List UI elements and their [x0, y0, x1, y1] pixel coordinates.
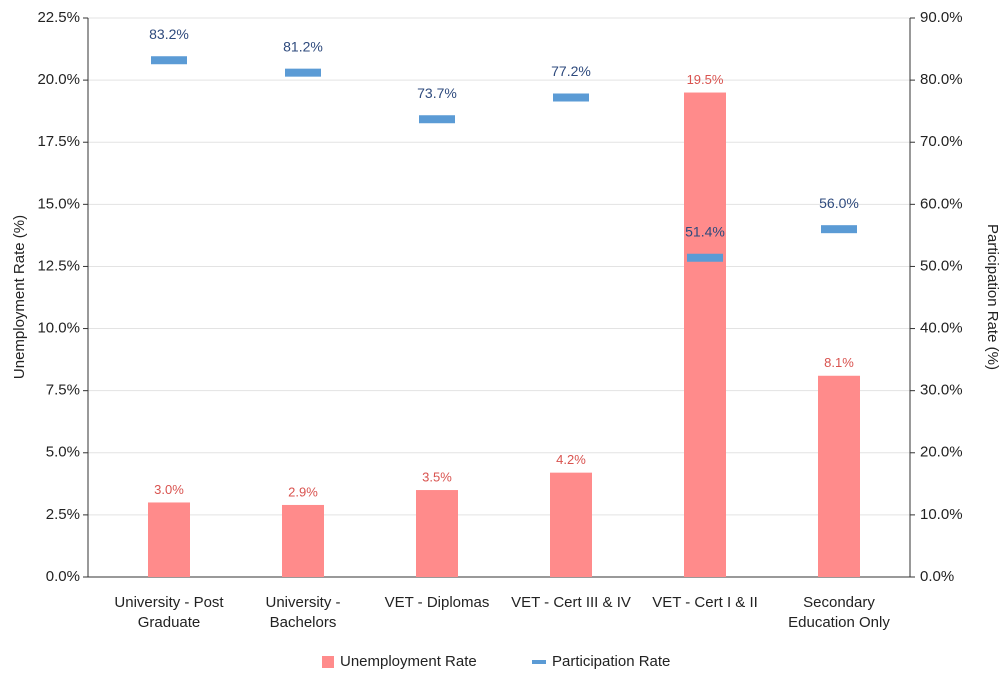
y2-tick-label: 70.0% [920, 133, 963, 150]
y2-tick-label: 50.0% [920, 257, 963, 274]
bar-value-label: 4.2% [556, 452, 586, 467]
y-tick-label: 22.5% [37, 9, 80, 26]
dash-marker [285, 68, 321, 77]
legend-swatch [322, 656, 334, 668]
x-tick-label: VET - Cert I & II [652, 594, 758, 611]
x-tick-label: Secondary Education Only [788, 594, 890, 631]
bar [818, 375, 860, 577]
bar-value-label: 3.0% [154, 482, 184, 497]
bar [148, 502, 190, 577]
y2-tick-label: 40.0% [920, 320, 963, 337]
x-tick-label: VET - Diplomas [384, 594, 490, 611]
y2-tick-label: 60.0% [920, 195, 963, 212]
y2-tick-label: 90.0% [920, 9, 963, 26]
y2-tick-label: 0.0% [920, 568, 954, 585]
y-tick-label: 15.0% [37, 195, 80, 212]
dash-value-label: 83.2% [149, 26, 189, 42]
bar [684, 92, 726, 578]
bar [416, 490, 458, 577]
y-tick-label: 7.5% [46, 382, 80, 399]
y-tick-label: 0.0% [46, 568, 80, 585]
y2-axis-title: Participation Rate (%) [984, 224, 1001, 370]
bar-value-label: 19.5% [687, 72, 724, 87]
bar-value-label: 8.1% [824, 355, 854, 370]
dash-value-label: 73.7% [417, 85, 457, 101]
y2-tick-label: 30.0% [920, 382, 963, 399]
y-tick-label: 12.5% [37, 257, 80, 274]
dash-marker [419, 115, 455, 124]
y2-tick-label: 10.0% [920, 506, 963, 523]
bar [550, 472, 592, 577]
x-tick-label: VET - Cert III & IV [511, 594, 631, 611]
y2-tick-label: 20.0% [920, 444, 963, 461]
y-tick-label: 17.5% [37, 133, 80, 150]
dash-marker [151, 56, 187, 65]
dash-value-label: 77.2% [551, 63, 591, 79]
y-tick-label: 10.0% [37, 320, 80, 337]
dash-marker [553, 93, 589, 102]
x-tick-label: University - Post Graduate [114, 594, 224, 631]
y-tick-label: 20.0% [37, 71, 80, 88]
bar-value-label: 3.5% [422, 469, 452, 484]
bar [282, 504, 324, 577]
y-axis-title: Unemployment Rate (%) [11, 215, 28, 379]
y-tick-label: 2.5% [46, 506, 80, 523]
legend-swatch [532, 660, 546, 664]
dash-marker [687, 253, 723, 262]
dash-value-label: 51.4% [685, 223, 725, 239]
x-tick-label: University - Bachelors [265, 594, 341, 631]
bar-value-label: 2.9% [288, 484, 318, 499]
dash-value-label: 56.0% [819, 195, 859, 211]
legend-label: Unemployment Rate [340, 653, 477, 670]
legend-label: Participation Rate [552, 653, 670, 670]
dash-value-label: 81.2% [283, 38, 323, 54]
dash-marker [821, 225, 857, 234]
y2-tick-label: 80.0% [920, 71, 963, 88]
y-tick-label: 5.0% [46, 444, 80, 461]
